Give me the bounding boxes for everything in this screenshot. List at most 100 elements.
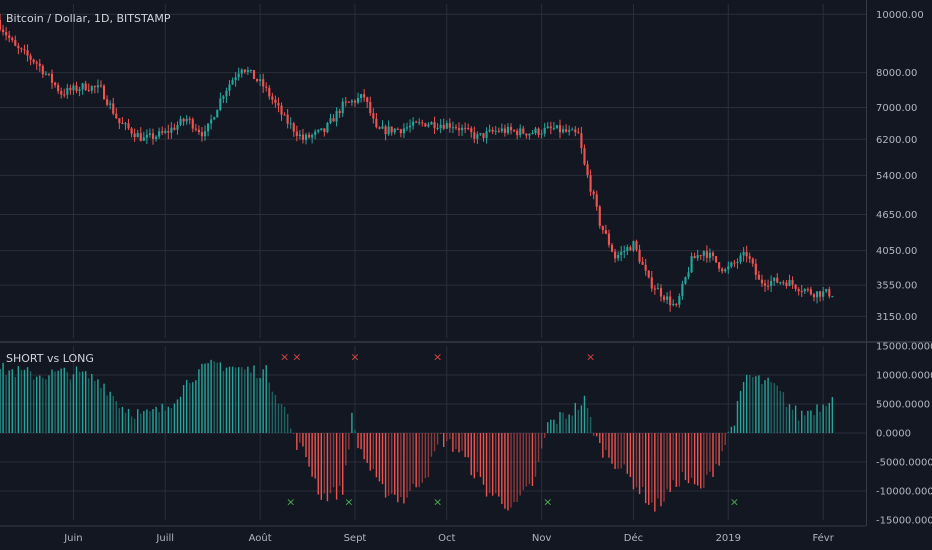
candle-body: [721, 268, 724, 272]
candle-body: [228, 84, 231, 91]
candle-body: [776, 277, 779, 283]
candle-body: [442, 124, 445, 129]
candle-body: [537, 128, 540, 135]
candle-body: [191, 119, 194, 129]
indicator-y-tick-label: 5000.0000: [876, 400, 930, 411]
candle-body: [0, 19, 2, 30]
candle-body: [623, 250, 626, 252]
candle-body: [262, 79, 265, 87]
candle-body: [17, 45, 20, 49]
candle-body: [139, 133, 142, 141]
candle-body: [8, 35, 11, 38]
candle-body: [558, 125, 562, 133]
candle-body: [675, 304, 678, 306]
candle-body: [436, 128, 439, 130]
candle-body: [791, 280, 794, 285]
candle-body: [601, 225, 604, 231]
candle-body: [457, 128, 461, 131]
candle-body: [714, 255, 718, 263]
candle-body: [194, 128, 197, 130]
candle-body: [828, 289, 831, 297]
candle-body: [586, 164, 589, 176]
candle-body: [467, 128, 470, 130]
x-tick-label: Nov: [532, 533, 552, 544]
candle-body: [384, 126, 387, 135]
candle-body: [543, 127, 546, 134]
candle-body: [794, 284, 797, 289]
candle-body: [819, 291, 822, 297]
candle-body: [353, 100, 357, 103]
candle-body: [427, 124, 430, 127]
price-y-tick-label: 3550.00: [876, 281, 917, 292]
candle-body: [84, 83, 87, 90]
candle-body: [307, 134, 311, 138]
candle-body: [130, 128, 133, 134]
candle-body: [255, 79, 259, 81]
candle-body: [470, 128, 473, 133]
candle-body: [329, 118, 332, 123]
candle-body: [763, 283, 767, 286]
candle-body: [72, 85, 75, 91]
candle-body: [479, 133, 482, 135]
candle-body: [782, 282, 785, 284]
candle-body: [20, 48, 23, 50]
x-tick-label: Déc: [624, 532, 643, 544]
candle-body: [513, 130, 516, 132]
sell-signal-cross: ×: [433, 351, 442, 364]
indicator-y-tick-label: 15000.0000: [876, 342, 932, 353]
price-y-tick-label: 8000.00: [876, 68, 917, 79]
price-y-tick-label: 4050.00: [876, 246, 917, 257]
candle-body: [399, 129, 402, 134]
candle-body: [332, 118, 335, 122]
candle-body: [454, 127, 458, 129]
candle-body: [246, 70, 249, 72]
candle-body: [271, 96, 274, 100]
candle-body: [259, 79, 262, 81]
sell-signal-cross: ×: [586, 351, 595, 364]
candle-body: [516, 130, 519, 136]
candle-body: [666, 296, 669, 300]
candle-body: [185, 118, 188, 122]
candle-body: [659, 288, 663, 297]
candle-body: [326, 122, 329, 132]
buy-signal-cross: ×: [433, 496, 442, 509]
candle-body: [607, 233, 611, 245]
candle-body: [338, 111, 341, 114]
candle-body: [133, 133, 136, 138]
candle-body: [540, 133, 543, 135]
candle-body: [203, 131, 207, 137]
candle-body: [610, 244, 614, 252]
candle-body: [681, 283, 684, 297]
candle-body: [494, 130, 497, 132]
candle-body: [369, 101, 372, 114]
candle-body: [301, 134, 305, 140]
candle-body: [656, 288, 659, 290]
candle-body: [161, 131, 164, 133]
candle-body: [207, 123, 210, 132]
candle-body: [102, 85, 106, 100]
candle-body: [506, 126, 510, 133]
candle-body: [154, 136, 158, 139]
candle-body: [295, 131, 298, 136]
candle-body: [75, 85, 78, 91]
candle-body: [252, 70, 256, 80]
candle-body: [311, 134, 314, 138]
candle-body: [54, 82, 57, 86]
buy-signal-cross: ×: [730, 496, 739, 509]
candle-body: [81, 83, 84, 90]
candle-body: [626, 247, 629, 251]
candle-body: [243, 69, 246, 72]
candle-body: [47, 73, 51, 75]
candle-body: [730, 262, 733, 267]
candle-body: [592, 191, 595, 195]
candle-body: [393, 128, 396, 133]
buy-signal-cross: ×: [344, 496, 353, 509]
candle-body: [503, 128, 506, 133]
candle-body: [268, 87, 271, 97]
candle-body: [96, 85, 99, 88]
candle-body: [69, 87, 72, 91]
candle-body: [347, 101, 350, 103]
candle-body: [378, 127, 381, 129]
candle-body: [555, 125, 559, 129]
